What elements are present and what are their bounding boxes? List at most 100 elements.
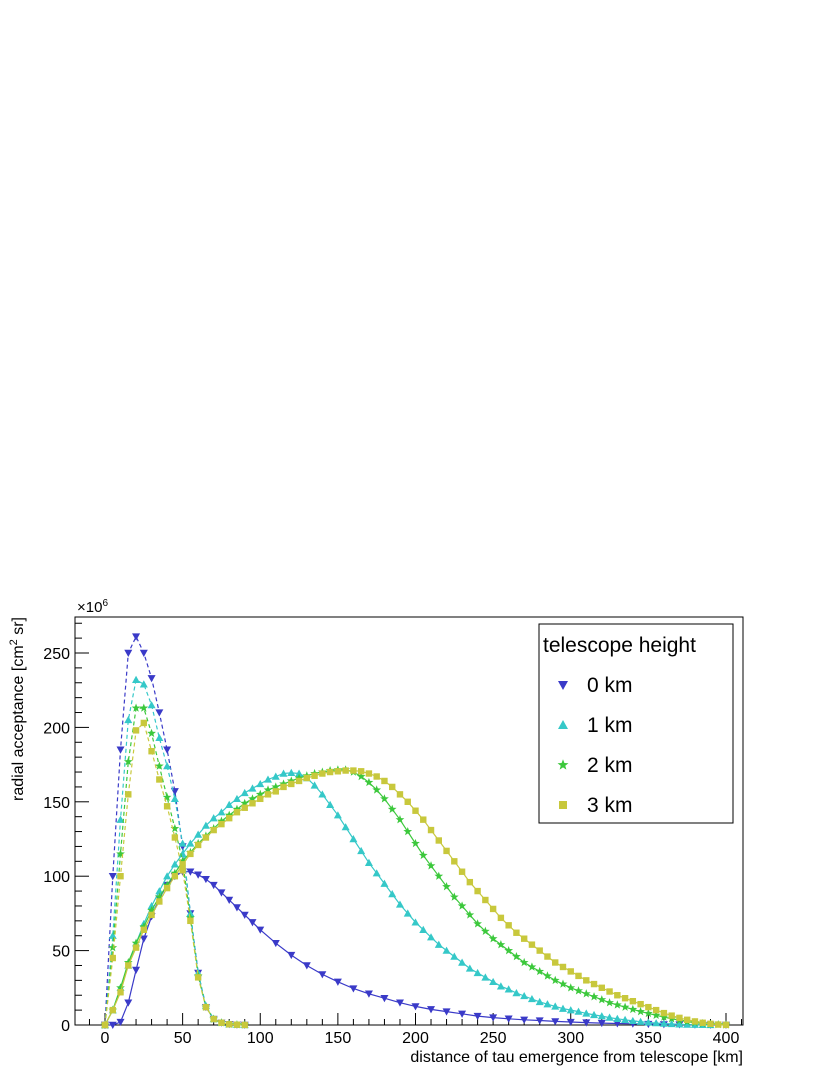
data-point [644,1008,653,1018]
data-point [116,815,125,823]
data-point [364,990,373,998]
data-point [341,823,350,831]
data-point [519,957,529,967]
data-point [512,951,521,961]
data-point [372,785,382,794]
data-point [434,871,444,880]
y-axis-label-main: radial acceptance [cm [10,645,27,801]
data-point [186,909,195,917]
data-point [676,1014,683,1022]
data-point [581,989,591,998]
data-point [116,983,125,992]
data-point [186,839,195,847]
data-point [566,1006,575,1014]
x-tick-label: 200 [402,1030,429,1047]
data-point [217,889,226,897]
data-point [434,940,443,948]
axes: 0 50 100 150 200 250 300 350 400 0 50 100 150 200 250 [43,622,743,1047]
data-point [620,1002,630,1011]
data-point [170,794,179,803]
data-point [124,715,133,724]
data-point [194,974,202,981]
data-point [140,719,148,727]
data-point [473,1012,482,1021]
data-point [387,804,397,813]
data-point [132,944,140,951]
data-point [326,800,335,808]
data-point [310,781,319,789]
data-point [543,1000,552,1008]
data-point [170,860,179,868]
data-point [124,999,133,1007]
data-point [154,892,164,901]
data-point [628,1016,637,1025]
data-point [255,789,265,799]
data-point [621,1015,630,1023]
data-point [342,767,349,774]
data-point [589,992,599,1001]
legend-marker [557,759,569,770]
data-point [582,1019,591,1027]
data-point [155,887,164,895]
x-tick-label: 250 [480,1030,507,1047]
data-point [442,1008,451,1016]
data-point [264,775,273,783]
x-tick-label: 150 [325,1030,352,1047]
data-point [427,933,436,941]
data-point [163,762,172,770]
x-tick-label: 0 [101,1030,110,1047]
data-point [419,925,428,933]
data-point [606,988,613,995]
data-point [637,1000,644,1008]
y-axis-label: radial acceptance [cm2 sr] [8,617,27,801]
y-multiplier: ×106 [77,598,108,616]
data-point [480,926,490,935]
data-point [139,680,148,688]
data-point [427,1006,436,1014]
data-point [418,850,428,860]
data-point [458,1010,467,1018]
data-point [465,910,475,919]
data-point [256,779,265,788]
legend-marker [559,801,567,809]
data-point [170,868,180,877]
data-point [528,941,536,948]
data-point [628,1004,638,1014]
data-point [527,962,537,971]
data-point [240,788,249,797]
data-point [613,1014,622,1022]
legend-entries: 0 km 1 km 2 km 3 km [557,674,633,817]
data-point [668,1012,675,1019]
data-point [597,995,607,1004]
x-axis-label: distance of tau emergence from telescope… [410,1049,743,1066]
data-point [660,1009,668,1017]
data-point [109,954,116,962]
data-point [288,780,295,788]
data-point [233,1021,241,1028]
data-point [334,768,342,775]
data-point [116,746,125,754]
data-point [395,815,405,824]
data-point [496,940,506,949]
data-point [465,964,474,972]
data-point [551,1018,560,1026]
data-point [349,835,358,843]
data-point [551,1002,560,1010]
data-point [155,733,164,742]
data-point [232,794,241,803]
data-point [497,914,505,922]
data-point [621,995,629,1002]
data-point [504,1015,513,1023]
data-point [249,800,256,807]
data-point [597,1012,606,1020]
data-point [187,850,194,858]
data-point [218,820,225,828]
data-point [458,868,466,875]
data-point [482,896,489,904]
y-tick-label: 250 [43,646,70,663]
data-point [535,1017,544,1025]
data-point [722,1021,730,1029]
data-point [427,826,435,834]
data-point [411,918,420,926]
